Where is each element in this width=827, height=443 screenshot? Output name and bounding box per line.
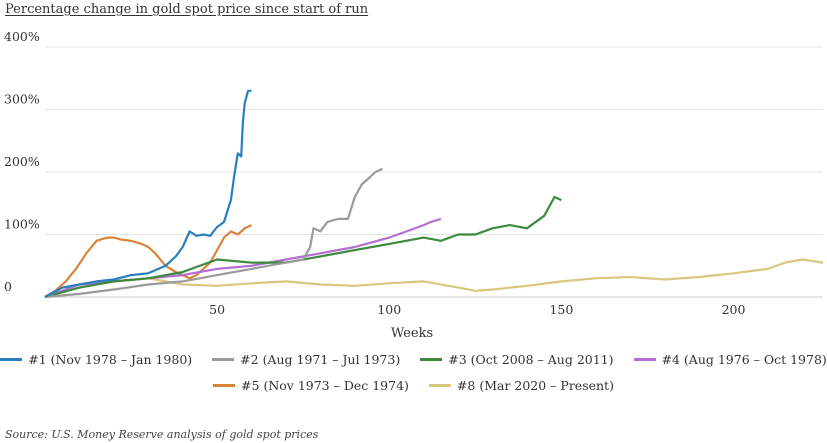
legend-item-1: #1 (Nov 1978 – Jan 1980) — [0, 352, 192, 367]
legend-label: #2 (Aug 1971 – Jul 1973) — [240, 352, 401, 367]
series-line — [44, 224, 252, 298]
y-tick-label: 200% — [4, 154, 40, 169]
legend-label: #4 (Aug 1976 – Oct 1978) — [661, 352, 827, 367]
legend-row-1: #1 (Nov 1978 – Jan 1980) #2 (Aug 1971 – … — [0, 352, 827, 367]
chart-title: Percentage change in gold spot price sin… — [5, 2, 369, 17]
y-tick-label: 100% — [4, 217, 40, 232]
y-axis-labels: 0 100% 200% 300% 400% — [4, 29, 40, 294]
legend-item-2: #2 (Aug 1971 – Jul 1973) — [212, 352, 400, 367]
legend-item-3: #3 (Oct 2008 – Aug 2011) — [420, 352, 614, 367]
series-line — [44, 258, 824, 299]
legend-label: #5 (Nov 1973 – Dec 1974) — [241, 378, 409, 393]
legend-label: #1 (Nov 1978 – Jan 1980) — [28, 352, 193, 367]
legend-item-6: #8 (Mar 2020 – Present) — [428, 378, 614, 393]
y-tick-label: 300% — [4, 92, 40, 107]
legend-label: #8 (Mar 2020 – Present) — [456, 378, 614, 393]
x-tick-label: 200 — [722, 302, 746, 317]
x-tick-label: 50 — [209, 302, 225, 317]
legend-item-4: #4 (Aug 1976 – Oct 1978) — [633, 352, 827, 367]
legend-swatch — [420, 358, 443, 361]
y-tick-label: 0 — [4, 279, 12, 294]
source-note: Source: U.S. Money Reserve analysis of g… — [5, 428, 319, 441]
x-tick-label: 100 — [377, 302, 401, 317]
series-line — [44, 167, 383, 299]
legend-row-2: #5 (Nov 1973 – Dec 1974) #8 (Mar 2020 – … — [0, 378, 827, 393]
legend-swatch — [0, 358, 23, 361]
legend-swatch — [428, 384, 451, 387]
series-lines — [44, 89, 824, 299]
legend-item-5: #5 (Nov 1973 – Dec 1974) — [213, 378, 409, 393]
gridlines — [45, 46, 823, 298]
x-tick-label: 150 — [549, 302, 573, 317]
legend-swatch — [212, 358, 235, 361]
series-line — [44, 195, 562, 299]
legend-swatch — [213, 384, 236, 387]
legend-swatch — [633, 358, 656, 361]
x-axis-labels: 50 100 150 200 — [209, 302, 745, 317]
series-line — [44, 89, 252, 298]
x-axis-title: Weeks — [391, 326, 433, 341]
y-tick-label: 400% — [4, 29, 40, 44]
legend-label: #3 (Oct 2008 – Aug 2011) — [448, 352, 614, 367]
